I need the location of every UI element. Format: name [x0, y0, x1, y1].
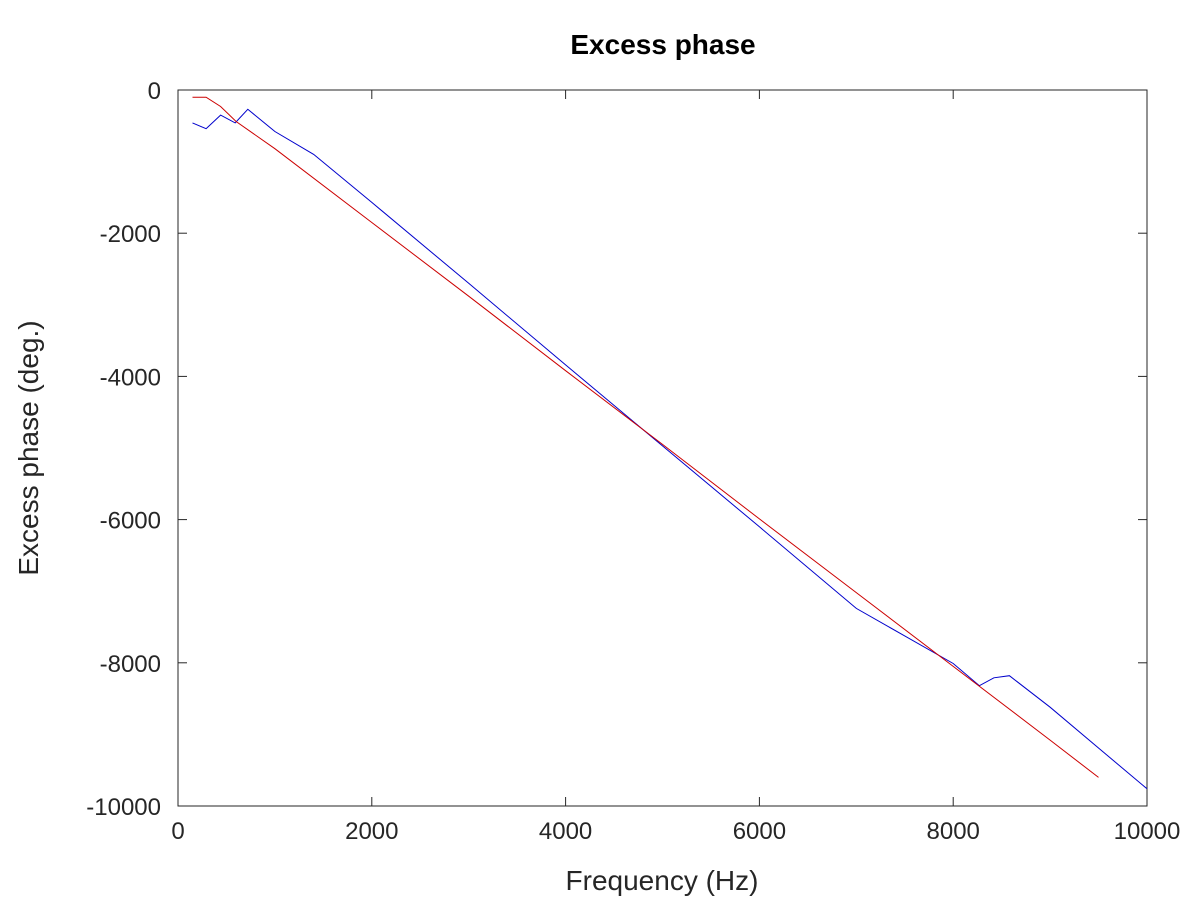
x-axis-label: Frequency (Hz) [566, 865, 759, 896]
x-tick-label: 4000 [539, 818, 592, 845]
y-tick-label: -4000 [100, 364, 161, 391]
series-group [192, 96, 1148, 790]
y-tick-labels: 0 -2000 -4000 -6000 -8000 -10000 [86, 78, 161, 821]
plot-area [177, 89, 1148, 807]
y-axis-label: Excess phase (deg.) [13, 320, 44, 575]
x-tick-label: 2000 [345, 818, 398, 845]
series-line-1 [192, 108, 1148, 790]
series-line-2 [192, 96, 1099, 778]
chart-title: Excess phase [570, 29, 755, 60]
x-tick-label: 10000 [1114, 818, 1181, 845]
y-tick-label: -8000 [100, 651, 161, 678]
x-tick-labels: 0 2000 4000 6000 8000 10000 [171, 818, 1180, 845]
x-tick-label: 0 [171, 818, 184, 845]
x-tick-label: 8000 [927, 818, 980, 845]
x-tick-label: 6000 [733, 818, 786, 845]
y-tick-label: -2000 [100, 221, 161, 248]
y-tick-label: -6000 [100, 508, 161, 535]
y-tick-label: 0 [148, 78, 161, 105]
y-tick-label: -10000 [86, 794, 161, 821]
axis-ticks [177, 89, 1148, 807]
